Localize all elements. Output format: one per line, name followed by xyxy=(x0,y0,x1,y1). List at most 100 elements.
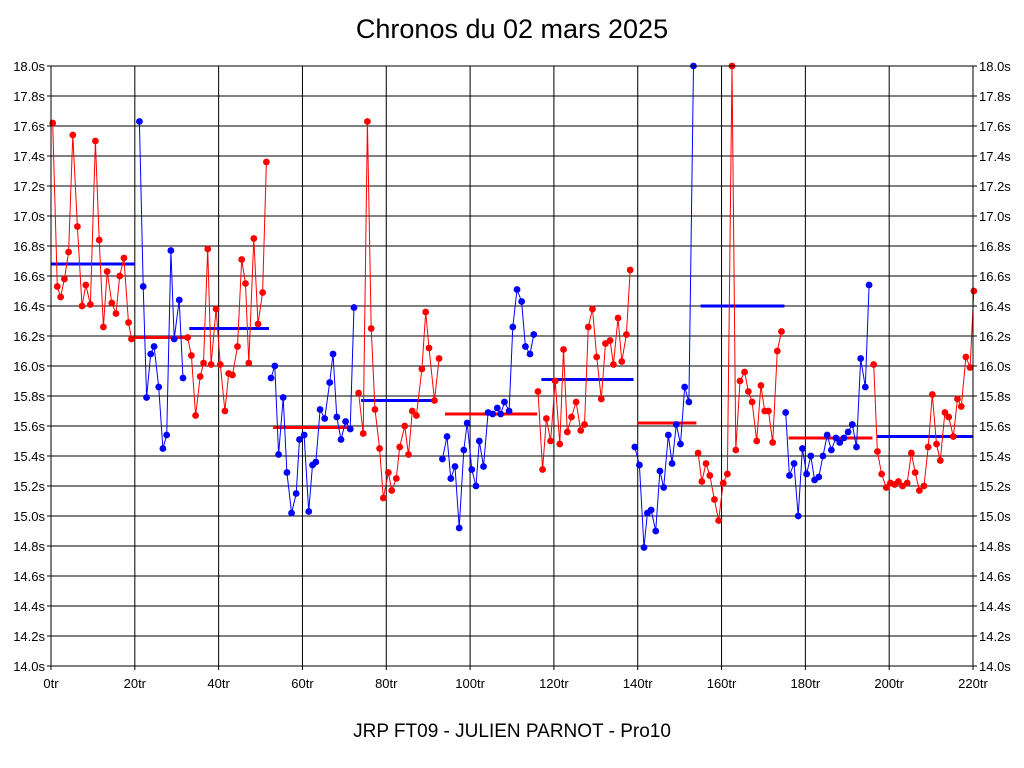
data-point xyxy=(744,388,752,395)
data-point xyxy=(534,388,542,395)
data-point xyxy=(163,431,171,439)
data-point xyxy=(216,361,224,368)
data-point xyxy=(192,412,199,419)
data-point xyxy=(874,448,881,455)
data-point xyxy=(92,137,99,145)
data-point xyxy=(337,436,345,443)
data-point xyxy=(283,469,291,476)
data-point xyxy=(451,463,459,470)
data-point xyxy=(103,268,111,275)
data-point xyxy=(150,343,158,350)
data-point xyxy=(455,524,463,532)
data-point xyxy=(778,328,785,335)
data-point xyxy=(542,415,550,422)
axes xyxy=(47,65,977,670)
data-point xyxy=(815,473,823,481)
data-point xyxy=(962,353,970,361)
data-point xyxy=(895,478,902,485)
data-point xyxy=(631,443,639,451)
data-point xyxy=(296,436,303,443)
y-tick-label-left: 14.0s xyxy=(13,659,45,674)
data-point xyxy=(556,440,564,448)
data-point xyxy=(530,331,538,338)
data-point xyxy=(139,283,147,290)
data-point xyxy=(782,409,790,416)
data-point xyxy=(460,446,468,454)
data-point xyxy=(966,364,974,371)
y-tick-label-left: 16.0s xyxy=(13,359,45,374)
data-point xyxy=(753,437,761,445)
x-tick-label: 20tr xyxy=(124,676,147,691)
y-tick-label-right: 16.4s xyxy=(979,299,1011,314)
data-point xyxy=(907,449,915,457)
data-point xyxy=(664,431,672,439)
data-point xyxy=(184,334,192,341)
data-point xyxy=(610,361,617,368)
data-point xyxy=(924,443,932,451)
data-point xyxy=(647,506,655,514)
x-tick-label: 100tr xyxy=(455,676,485,691)
x-tick-label: 200tr xyxy=(874,676,904,691)
data-point xyxy=(769,439,777,446)
data-point xyxy=(300,431,308,439)
data-point xyxy=(242,280,249,287)
data-point xyxy=(463,419,471,427)
data-point xyxy=(513,286,521,293)
data-point xyxy=(844,428,852,436)
data-point xyxy=(640,544,648,551)
data-point xyxy=(405,451,412,458)
data-point xyxy=(167,247,175,254)
data-point xyxy=(765,407,772,415)
y-tick-label-right: 14.8s xyxy=(979,539,1011,554)
data-point xyxy=(702,460,710,467)
data-point xyxy=(614,314,622,322)
data-point xyxy=(911,469,919,476)
plot-frame xyxy=(50,65,974,667)
data-point xyxy=(359,430,367,437)
data-point xyxy=(431,397,438,404)
y-tick-label-right: 14.0s xyxy=(979,659,1011,674)
data-point xyxy=(159,445,167,452)
data-point xyxy=(719,479,727,487)
data-point xyxy=(196,373,204,380)
y-tick-label-left: 18.0s xyxy=(13,59,45,74)
data-point xyxy=(915,487,923,494)
data-point xyxy=(773,347,781,355)
data-point xyxy=(475,437,483,445)
data-point xyxy=(342,418,350,425)
data-point xyxy=(82,281,90,289)
series-line xyxy=(785,284,870,517)
data-point xyxy=(489,410,497,418)
y-tick-label-left: 14.8s xyxy=(13,539,45,554)
data-point xyxy=(949,433,957,440)
data-point xyxy=(660,484,668,491)
data-point xyxy=(408,407,416,415)
y-tick-label-left: 17.6s xyxy=(13,119,45,134)
y-tick-label-left: 16.6s xyxy=(13,269,45,284)
data-point xyxy=(715,517,723,524)
data-point xyxy=(392,475,400,482)
y-tick-label-right: 15.6s xyxy=(979,419,1011,434)
data-point xyxy=(589,305,596,313)
data-point xyxy=(418,365,426,373)
data-point xyxy=(724,470,731,478)
data-point xyxy=(321,415,329,422)
data-point xyxy=(221,407,229,415)
y-tick-label-left: 14.4s xyxy=(13,599,45,614)
y-tick-label-right: 15.2s xyxy=(979,479,1011,494)
data-point xyxy=(623,331,630,338)
data-point xyxy=(238,256,246,263)
data-point xyxy=(472,482,480,490)
data-point xyxy=(355,389,363,397)
data-point xyxy=(305,508,313,515)
data-point xyxy=(677,440,684,448)
data-point xyxy=(560,346,567,353)
data-point xyxy=(577,427,585,434)
data-point xyxy=(376,445,383,452)
data-point xyxy=(425,344,433,352)
x-tick-label: 140tr xyxy=(623,676,653,691)
x-tick-label: 80tr xyxy=(375,676,398,691)
data-point xyxy=(572,398,580,406)
series-lines xyxy=(49,62,978,551)
